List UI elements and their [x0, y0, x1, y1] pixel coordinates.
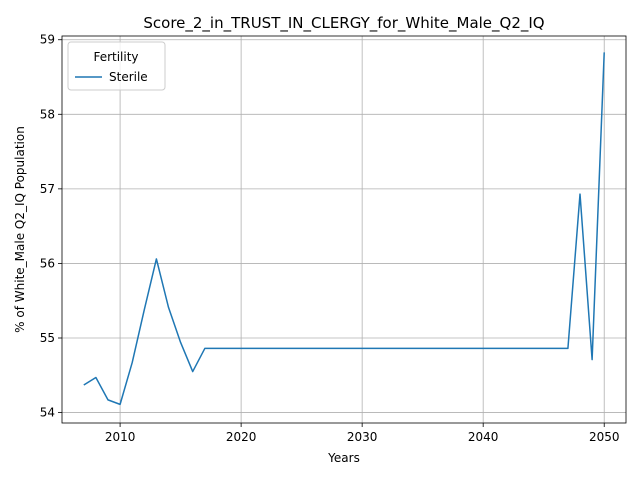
y-tick-label: 58: [40, 107, 55, 121]
x-tick-label: 2030: [347, 430, 378, 444]
chart-title: Score_2_in_TRUST_IN_CLERGY_for_White_Mal…: [143, 14, 544, 33]
y-tick-label: 56: [40, 256, 55, 270]
axes-frame: [61, 35, 627, 424]
x-tick-label: 2010: [105, 430, 136, 444]
y-tick-label: 57: [40, 182, 55, 196]
y-axis-label: % of White_Male Q2_IQ Population: [13, 126, 27, 333]
y-tick-label: 54: [40, 406, 55, 420]
legend-label-sterile: Sterile: [109, 70, 148, 84]
series-line-sterile: [83, 52, 605, 406]
x-axis-ticks: 2010 2020 2030 2040 2050: [105, 423, 620, 444]
y-axis-ticks: 54 55 56 57 58 59: [40, 33, 62, 420]
legend-box: [67, 41, 166, 91]
legend-title: Fertility: [93, 50, 138, 64]
x-axis-label: Years: [327, 451, 360, 465]
x-tick-label: 2020: [226, 430, 257, 444]
y-tick-label: 59: [40, 33, 55, 47]
legend: Fertility Sterile: [67, 41, 166, 91]
x-tick-label: 2050: [589, 430, 620, 444]
plot-area: [83, 52, 605, 406]
y-tick-label: 55: [40, 331, 55, 345]
x-tick-label: 2040: [468, 430, 499, 444]
